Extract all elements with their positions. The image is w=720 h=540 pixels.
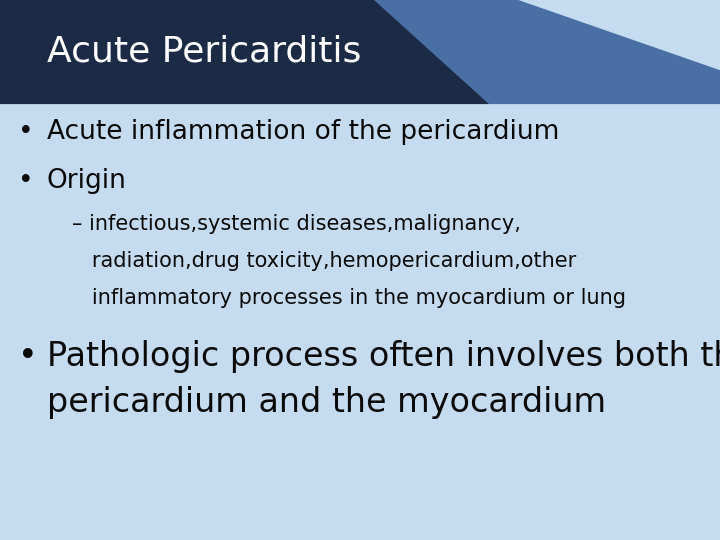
Text: •: • <box>18 168 34 194</box>
Polygon shape <box>374 0 720 105</box>
Text: •: • <box>18 119 34 145</box>
Text: Origin: Origin <box>47 168 127 194</box>
Text: pericardium and the myocardium: pericardium and the myocardium <box>47 386 606 419</box>
Text: Acute Pericarditis: Acute Pericarditis <box>47 35 361 68</box>
Text: – infectious,systemic diseases,malignancy,: – infectious,systemic diseases,malignanc… <box>72 214 521 234</box>
Text: inflammatory processes in the myocardium or lung: inflammatory processes in the myocardium… <box>72 287 626 308</box>
Text: Pathologic process often involves both the: Pathologic process often involves both t… <box>47 340 720 373</box>
Polygon shape <box>518 0 720 70</box>
Text: •: • <box>18 340 37 373</box>
FancyBboxPatch shape <box>0 0 720 105</box>
Text: Acute inflammation of the pericardium: Acute inflammation of the pericardium <box>47 119 559 145</box>
Text: radiation,drug toxicity,hemopericardium,other: radiation,drug toxicity,hemopericardium,… <box>72 251 576 271</box>
